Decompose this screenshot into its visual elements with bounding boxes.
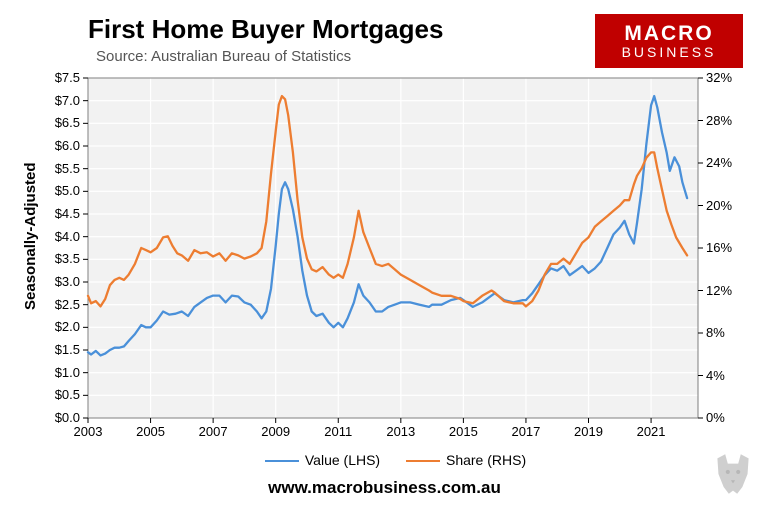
xtick: 2019	[569, 424, 609, 439]
xtick: 2015	[443, 424, 483, 439]
ytick-left: $3.0	[40, 274, 80, 289]
xtick: 2017	[506, 424, 546, 439]
ytick-right: 4%	[706, 368, 746, 383]
xtick: 2007	[193, 424, 233, 439]
legend: Value (LHS) Share (RHS)	[0, 452, 769, 468]
ytick-right: 24%	[706, 155, 746, 170]
ytick-right: 0%	[706, 410, 746, 425]
chart-container: First Home Buyer Mortgages Source: Austr…	[0, 0, 769, 510]
ytick-right: 8%	[706, 325, 746, 340]
xtick: 2005	[131, 424, 171, 439]
ytick-left: $2.0	[40, 319, 80, 334]
ytick-left: $0.0	[40, 410, 80, 425]
ytick-left: $7.0	[40, 93, 80, 108]
xtick: 2009	[256, 424, 296, 439]
ytick-left: $5.0	[40, 183, 80, 198]
ytick-left: $4.5	[40, 206, 80, 221]
ytick-left: $3.5	[40, 251, 80, 266]
xtick: 2013	[381, 424, 421, 439]
ytick-left: $1.5	[40, 342, 80, 357]
ytick-left: $1.0	[40, 365, 80, 380]
legend-label-value: Value (LHS)	[305, 452, 380, 468]
wolf-icon	[707, 448, 759, 500]
ytick-right: 16%	[706, 240, 746, 255]
xtick: 2003	[68, 424, 108, 439]
ytick-right: 32%	[706, 70, 746, 85]
ytick-right: 28%	[706, 113, 746, 128]
ytick-left: $0.5	[40, 387, 80, 402]
legend-swatch-value	[265, 460, 299, 462]
source-url: www.macrobusiness.com.au	[0, 478, 769, 498]
ytick-left: $7.5	[40, 70, 80, 85]
ytick-left: $5.5	[40, 161, 80, 176]
ytick-left: $6.5	[40, 115, 80, 130]
xtick: 2011	[318, 424, 358, 439]
xtick: 2021	[631, 424, 671, 439]
legend-swatch-share	[406, 460, 440, 462]
ytick-left: $6.0	[40, 138, 80, 153]
legend-label-share: Share (RHS)	[446, 452, 526, 468]
ytick-right: 12%	[706, 283, 746, 298]
ytick-left: $2.5	[40, 297, 80, 312]
ytick-left: $4.0	[40, 229, 80, 244]
ytick-right: 20%	[706, 198, 746, 213]
